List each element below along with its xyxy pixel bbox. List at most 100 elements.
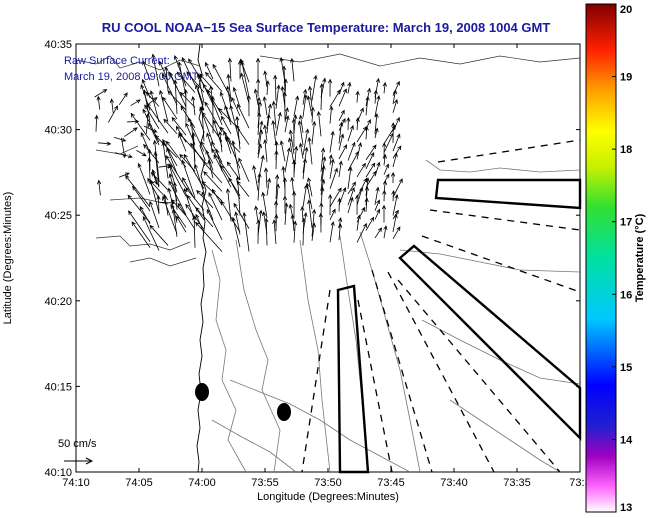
plot-frame [75, 43, 581, 473]
current-vector-arrow [329, 158, 335, 179]
current-vector-arrow [195, 221, 223, 252]
y-tick-label: 40:35 [44, 39, 72, 51]
current-vector-arrow [374, 186, 380, 205]
current-vector-arrow [365, 216, 375, 231]
current-vector-arrow [130, 112, 151, 141]
current-vector-arrow [284, 202, 289, 225]
current-vector-arrow [113, 136, 127, 142]
current-vector-arrow [159, 200, 176, 206]
current-vector-arrow [365, 144, 377, 161]
current-vector-arrow [364, 125, 369, 140]
current-vector-arrow [167, 90, 187, 111]
current-vector-arrow [374, 199, 380, 211]
current-vector-arrow [264, 217, 269, 246]
current-vector-arrow [256, 78, 261, 97]
current-vector-arrow [293, 220, 298, 243]
current-vector-arrow [257, 143, 263, 159]
current-vector-arrow [311, 222, 317, 241]
current-vector-arrow [282, 65, 287, 92]
current-vector-arrow [145, 113, 150, 134]
colorbar-tick-label: 13 [620, 502, 632, 514]
current-vector-arrow [211, 148, 232, 178]
current-vector-arrow [176, 215, 187, 233]
temperature-colorbar [585, 3, 617, 513]
current-vector-arrow [191, 132, 196, 169]
current-vector-arrow [356, 186, 364, 206]
current-vector-arrow [272, 219, 277, 244]
y-tick-label: 40:10 [44, 467, 72, 479]
current-vector-arrow [320, 178, 326, 195]
current-vector-arrow [329, 167, 338, 189]
current-vector-arrow [136, 150, 147, 157]
current-vector-arrow [263, 70, 268, 87]
current-vector-arrow [149, 90, 160, 123]
current-vector-arrow [392, 80, 400, 96]
current-vector-arrow [211, 188, 223, 206]
current-vector-arrow [143, 125, 158, 133]
current-vector-arrow [203, 161, 223, 184]
x-tick-label: 73:50 [314, 477, 342, 489]
current-vector-arrow [170, 204, 187, 228]
current-vector-arrow [308, 85, 313, 108]
current-vector-arrow [173, 54, 187, 87]
current-vector-arrow [137, 162, 151, 195]
current-vector-arrow [94, 114, 99, 132]
current-vector-arrow [301, 217, 306, 246]
current-vector-arrow [124, 127, 138, 137]
current-vector-arrow [271, 100, 277, 129]
current-vector-arrow [338, 88, 347, 107]
current-vector-arrow [148, 122, 160, 146]
current-vector-arrow [181, 56, 196, 86]
current-vector-arrow [228, 177, 241, 199]
x-tick-label: 74:00 [188, 477, 216, 489]
current-vector-arrow [282, 195, 288, 214]
current-vector-arrow [114, 152, 133, 159]
current-vector-arrow [140, 132, 151, 154]
y-tick-label: 40:25 [44, 210, 72, 222]
current-vector-arrow [262, 96, 268, 116]
current-vector-arrow [391, 122, 396, 144]
current-vector-arrow [94, 89, 108, 98]
y-tick-label: 40:20 [44, 296, 72, 308]
current-vector-arrow [191, 95, 196, 116]
current-vector-arrow [257, 129, 264, 155]
current-vector-arrow [263, 139, 268, 163]
colorbar-tick-label: 17 [620, 217, 632, 229]
x-tick-label: 73:55 [251, 477, 279, 489]
current-vector-arrow [337, 197, 342, 212]
current-vector-arrow [193, 163, 205, 194]
current-vector-arrow [144, 104, 160, 130]
current-vector-arrow [306, 95, 313, 117]
current-vector-arrow [232, 86, 241, 108]
colorbar-tick-label: 16 [620, 289, 632, 301]
current-vector-arrow [302, 128, 310, 156]
current-vector-arrow [291, 118, 296, 147]
current-vector-arrow [139, 205, 151, 225]
shipping-lane-boxes [336, 178, 582, 474]
x-tick-label: 73:35 [503, 477, 531, 489]
current-vector-arrow [128, 210, 151, 242]
current-vector-arrow [329, 187, 342, 208]
current-vector-arrow [207, 89, 223, 125]
x-tick-label: 73:40 [440, 477, 468, 489]
current-vector-arrow [305, 182, 313, 210]
current-vector-arrow [392, 116, 400, 132]
current-vector-arrow [329, 130, 335, 153]
current-vector-arrow [179, 91, 196, 108]
current-vector-arrow [109, 98, 115, 113]
current-vector-arrow [284, 107, 289, 123]
current-vector-arrow [347, 186, 355, 206]
y-tick-label: 40:15 [44, 381, 72, 393]
current-vector-arrow [158, 89, 169, 123]
current-vector-arrow [229, 104, 241, 144]
marker-buoy [195, 383, 209, 401]
current-vector-arrow [166, 147, 178, 174]
current-vector-arrow [365, 95, 370, 116]
current-vector-arrow [382, 81, 387, 94]
current-vector-arrow [237, 103, 250, 129]
current-vector-arrow [257, 154, 265, 183]
current-vector-arrow [118, 172, 130, 178]
current-vector-arrow [274, 150, 279, 170]
current-vector-arrow [240, 60, 250, 98]
current-vector-arrow [201, 180, 223, 202]
